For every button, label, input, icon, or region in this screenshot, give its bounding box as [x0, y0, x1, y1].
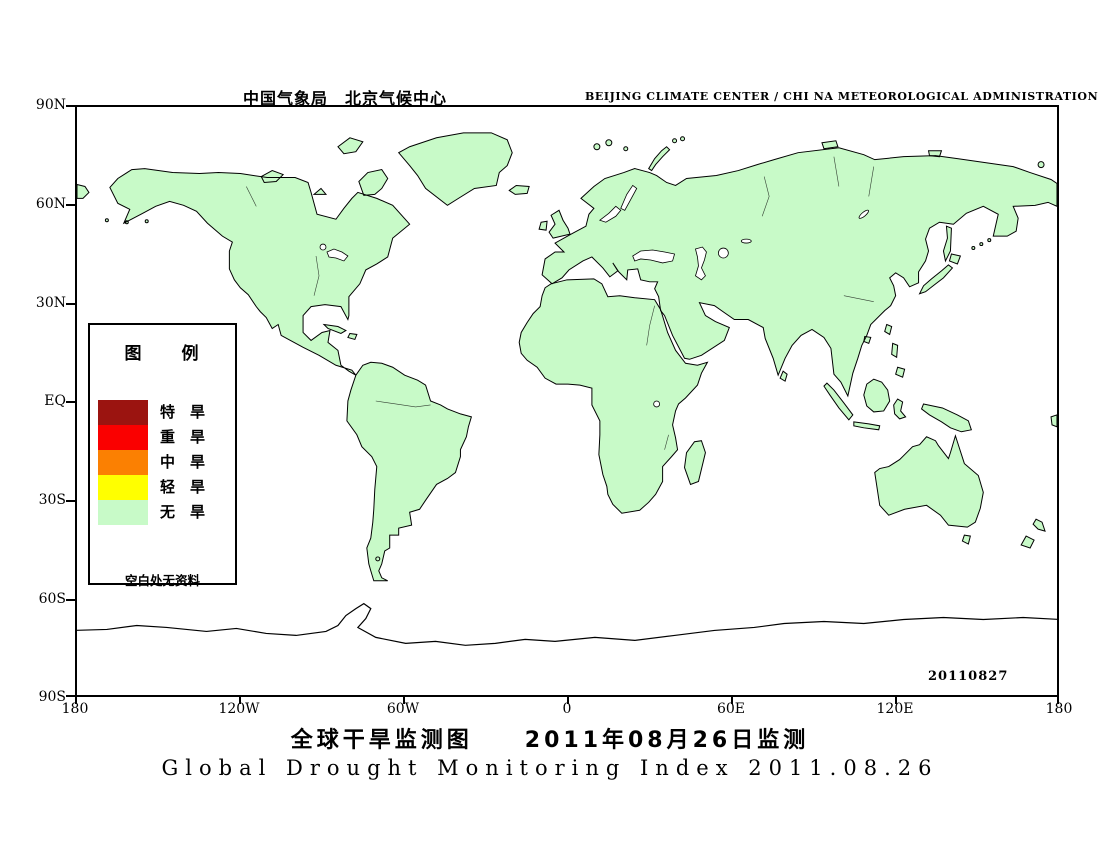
- header-title-chinese: 中国气象局 北京气候中心: [243, 89, 448, 108]
- legend-title: 图 例: [124, 344, 201, 364]
- legend-swatch-extreme: [98, 400, 148, 425]
- lat-label-90s: 90S: [38, 689, 66, 705]
- lat-tick: [66, 599, 75, 601]
- legend-swatch-light: [98, 475, 148, 500]
- lat-label-60s: 60S: [38, 591, 66, 607]
- lat-tick: [66, 401, 75, 403]
- lon-tick: [75, 697, 77, 704]
- legend-no-data-note: 空白处无资料: [124, 573, 200, 588]
- lat-tick: [66, 204, 75, 206]
- datestamp: 20110827: [928, 669, 1009, 684]
- legend-label-extreme: 特 旱: [160, 403, 206, 421]
- legend-label-severe: 重 旱: [160, 428, 206, 446]
- map-svg: [77, 132, 1057, 695]
- legend-label-moderate: 中 旱: [160, 453, 206, 471]
- lon-tick: [731, 697, 733, 704]
- lakes-and-seas: [319, 184, 869, 408]
- footer-title-chinese: 全球干旱监测图 2011年08月26日监测: [290, 728, 810, 753]
- lon-label-60e: 60E: [716, 701, 746, 717]
- lat-tick: [66, 303, 75, 305]
- footer-title-english: Global Drought Monitoring Index 2011.08.…: [161, 756, 939, 780]
- lat-label-60n: 60N: [35, 196, 66, 212]
- header-title-english: BEIJING CLIMATE CENTER / CHI NA METEOROL…: [585, 90, 1099, 103]
- lat-tick: [66, 105, 75, 107]
- lat-label-30s: 30S: [38, 492, 66, 508]
- legend-swatch-moderate: [98, 450, 148, 475]
- lon-label-180w: 180: [61, 701, 89, 717]
- lon-label-120w: 120W: [218, 701, 260, 717]
- lat-label-90n: 90N: [35, 97, 66, 113]
- legend-label-light: 轻 旱: [160, 478, 206, 496]
- lon-label-0: 0: [562, 701, 572, 717]
- lon-tick: [239, 697, 241, 704]
- legend-label-none: 无 旱: [160, 503, 206, 521]
- antarctica-coastline: [77, 602, 1057, 695]
- lat-label-eq: EQ: [44, 393, 66, 409]
- lon-tick: [895, 697, 897, 704]
- lon-label-180e: 180: [1045, 701, 1073, 717]
- legend-swatch-none: [98, 500, 148, 525]
- lat-label-30n: 30N: [35, 295, 66, 311]
- lat-tick: [66, 695, 75, 697]
- world-drought-map: [75, 105, 1059, 697]
- lat-tick: [66, 500, 75, 502]
- legend-swatch-severe: [98, 425, 148, 450]
- legend-box: 图 例 特 旱 重 旱 中 旱 轻 旱 无 旱 空白处无资料: [88, 323, 237, 588]
- lon-tick: [1057, 697, 1059, 704]
- lon-label-60w: 60W: [386, 701, 420, 717]
- lon-tick: [403, 697, 405, 704]
- rivers: [246, 156, 875, 450]
- lon-label-120e: 120E: [876, 701, 914, 717]
- lon-tick: [567, 697, 569, 704]
